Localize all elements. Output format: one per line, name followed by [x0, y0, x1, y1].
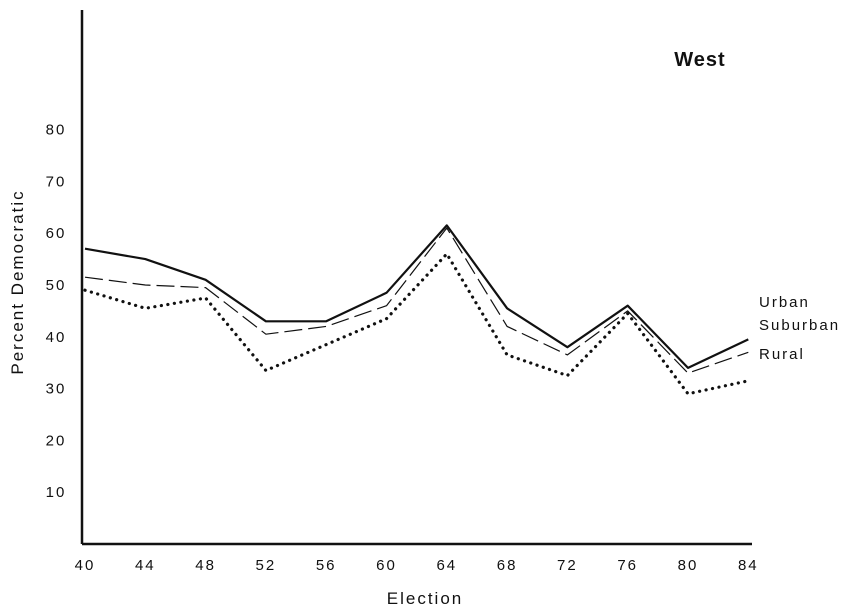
x-tick-label: 72 — [557, 557, 578, 574]
x-tick-label: 68 — [497, 557, 518, 574]
series-label-suburban: Suburban — [759, 317, 840, 334]
axes — [80, 10, 752, 546]
series-labels: Urban Suburban Rural — [759, 294, 840, 363]
x-tick-label: 80 — [678, 557, 699, 574]
series-line-rural — [83, 252, 750, 396]
y-tick-label: 30 — [46, 381, 67, 398]
x-tick-label: 84 — [738, 557, 759, 574]
y-tick-label: 50 — [46, 277, 67, 294]
x-tick-label: 56 — [316, 557, 337, 574]
series-line-suburban — [84, 227, 749, 374]
y-tick-label: 60 — [46, 225, 67, 242]
y-axis-title: Percent Democratic — [8, 189, 27, 374]
x-tick-label: 40 — [75, 557, 96, 574]
y-tick-label: 40 — [46, 329, 67, 346]
x-tick-label: 52 — [256, 557, 277, 574]
series-lines — [83, 224, 750, 396]
series-label-rural: Rural — [759, 346, 805, 363]
x-tick-label: 76 — [617, 557, 638, 574]
x-tick-label: 48 — [195, 557, 216, 574]
chart-title: West — [674, 49, 725, 71]
x-tick-labels: 40 44 48 52 56 60 64 68 72 76 80 84 — [75, 557, 759, 574]
series-line-urban — [84, 224, 749, 369]
y-tick-labels: 10 20 30 40 50 60 70 80 — [46, 122, 67, 502]
x-tick-label: 64 — [436, 557, 457, 574]
y-tick-label: 20 — [46, 432, 67, 449]
x-axis-title: Election — [387, 589, 463, 608]
series-label-urban: Urban — [759, 294, 810, 311]
x-tick-label: 60 — [376, 557, 397, 574]
y-tick-label: 70 — [46, 173, 67, 190]
y-tick-label: 10 — [46, 484, 67, 501]
y-tick-label: 80 — [46, 122, 67, 139]
x-tick-label: 44 — [135, 557, 156, 574]
